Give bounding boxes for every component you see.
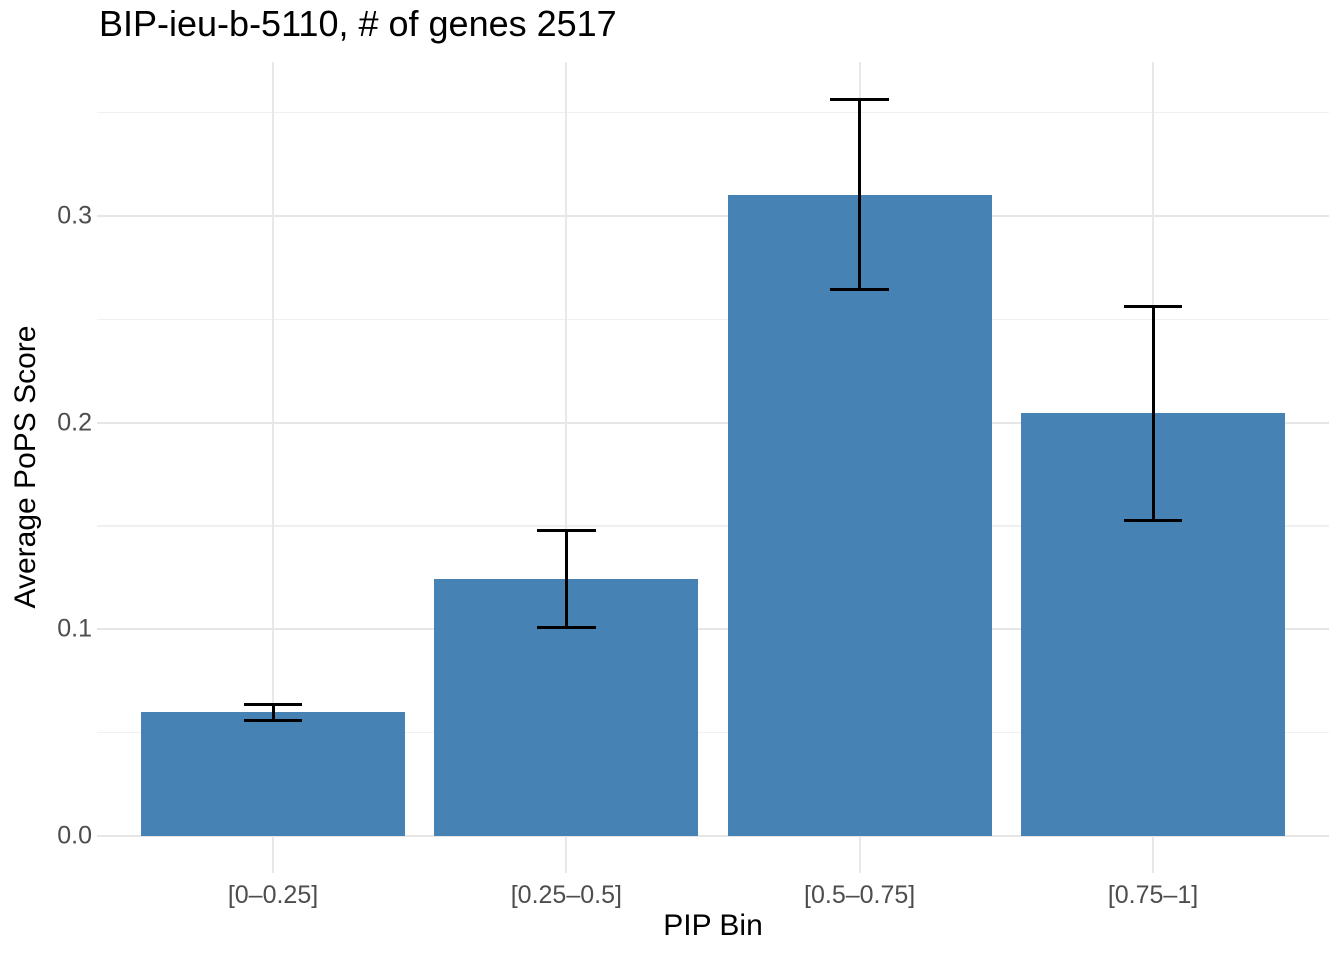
x-tick-label: [0.75–1] xyxy=(1107,881,1199,909)
error-bar-cap-bottom xyxy=(830,287,889,291)
x-axis-title: PIP Bin xyxy=(663,909,763,942)
gridline-major-y xyxy=(97,214,1329,218)
gridline-major-y xyxy=(97,421,1329,424)
error-bar-cap-top xyxy=(830,97,889,101)
gridline-minor-y xyxy=(97,731,1329,734)
error-bar-line xyxy=(564,530,568,628)
error-bar-line xyxy=(1151,306,1155,521)
y-tick-label: 0.0 xyxy=(57,821,92,850)
error-bar-cap-top xyxy=(537,528,596,532)
x-tick-label: [0.5–0.75] xyxy=(804,881,916,909)
error-bar-cap-bottom xyxy=(243,718,303,722)
gridline-major-x xyxy=(271,62,275,873)
bar xyxy=(141,711,405,836)
gridline-major-y xyxy=(97,834,1329,838)
y-axis-title: Average PoPS Score xyxy=(9,325,42,609)
error-bar-line xyxy=(271,704,275,721)
gridline-major-y xyxy=(97,628,1329,631)
error-bar-cap-bottom xyxy=(1123,519,1183,523)
error-bar-cap-top xyxy=(243,703,303,707)
gridline-minor-y xyxy=(97,525,1329,527)
x-tick-label: [0.25–0.5] xyxy=(510,881,622,909)
chart-title: BIP-ieu-b-5110, # of genes 2517 xyxy=(99,3,617,44)
y-tick-label: 0.2 xyxy=(57,408,92,437)
gridline-minor-y xyxy=(97,111,1329,114)
gridline-minor-y xyxy=(97,318,1329,321)
error-bar-line xyxy=(858,99,862,290)
gridline-major-x xyxy=(565,62,568,873)
error-bar-cap-top xyxy=(1123,305,1183,309)
y-tick-label: 0.1 xyxy=(57,614,92,643)
error-bar-cap-bottom xyxy=(537,625,596,629)
plot-panel xyxy=(97,62,1329,873)
x-tick-label: [0–0.25] xyxy=(227,881,319,909)
bar xyxy=(727,195,992,836)
y-tick-label: 0.3 xyxy=(57,201,92,230)
